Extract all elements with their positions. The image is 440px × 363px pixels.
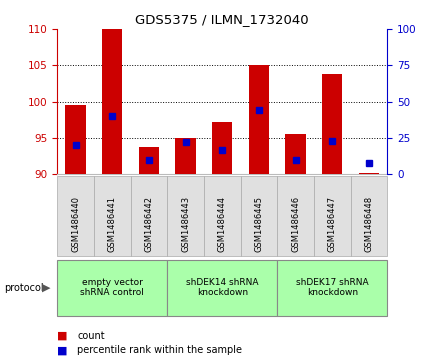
Text: GSM1486444: GSM1486444 — [218, 196, 227, 252]
Text: GSM1486441: GSM1486441 — [108, 196, 117, 252]
Text: GSM1486447: GSM1486447 — [328, 196, 337, 252]
Text: count: count — [77, 331, 105, 341]
Bar — [322, 74, 342, 174]
Text: shDEK17 shRNA
knockdown: shDEK17 shRNA knockdown — [296, 278, 369, 297]
Text: GSM1486446: GSM1486446 — [291, 196, 300, 252]
Text: ■: ■ — [57, 331, 68, 341]
Text: GSM1486440: GSM1486440 — [71, 196, 80, 252]
Bar — [286, 134, 306, 174]
Bar — [359, 173, 379, 174]
Text: shDEK14 shRNA
knockdown: shDEK14 shRNA knockdown — [186, 278, 258, 297]
Bar — [66, 105, 86, 174]
Text: ■: ■ — [57, 345, 68, 355]
Text: GSM1486448: GSM1486448 — [364, 196, 374, 252]
Bar — [176, 138, 196, 174]
Text: GSM1486445: GSM1486445 — [254, 196, 264, 252]
Text: ▶: ▶ — [42, 283, 50, 293]
Text: GSM1486443: GSM1486443 — [181, 196, 190, 252]
Bar — [102, 29, 122, 174]
Bar — [139, 147, 159, 174]
Text: percentile rank within the sample: percentile rank within the sample — [77, 345, 242, 355]
Bar — [249, 65, 269, 174]
Text: empty vector
shRNA control: empty vector shRNA control — [80, 278, 144, 297]
Bar — [212, 122, 232, 174]
Text: protocol: protocol — [4, 283, 44, 293]
Text: GSM1486442: GSM1486442 — [144, 196, 154, 252]
Title: GDS5375 / ILMN_1732040: GDS5375 / ILMN_1732040 — [136, 13, 309, 26]
